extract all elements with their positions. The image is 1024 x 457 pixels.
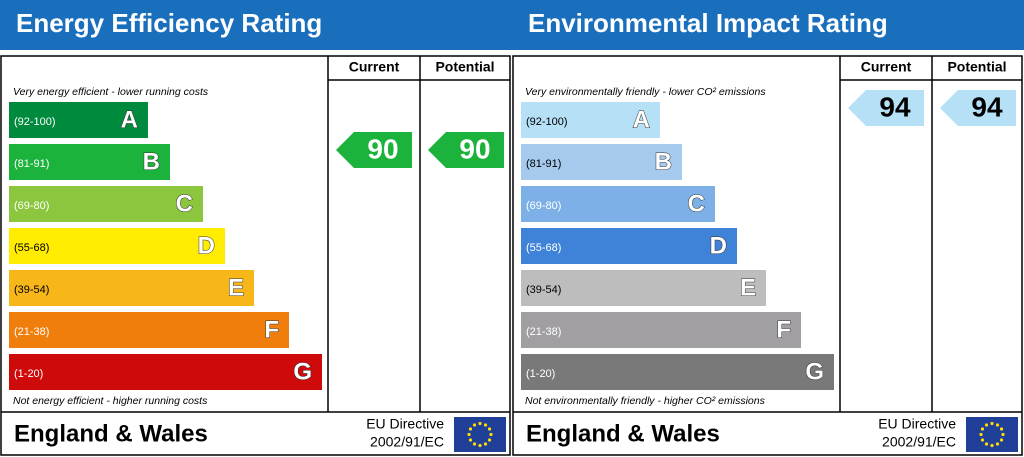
band-range: (69-80): [14, 200, 49, 212]
eu-star: [487, 427, 492, 431]
panel-title: Energy Efficiency Rating: [16, 8, 322, 38]
rating-band: [9, 354, 322, 390]
band-range: (69-80): [526, 200, 561, 212]
footer-directive: EU Directive: [878, 416, 956, 432]
band-letter: G: [293, 358, 312, 385]
header-bar: [0, 0, 512, 50]
band-letter: B: [143, 148, 160, 175]
bottom-note: Not environmentally friendly - higher CO…: [525, 395, 766, 407]
band-letter: E: [228, 274, 244, 301]
band-range: (81-91): [14, 158, 49, 170]
band-letter: A: [121, 106, 138, 133]
eu-star: [478, 421, 482, 426]
rating-arrow: [940, 90, 1016, 126]
eu-star: [984, 423, 989, 427]
band-range: (55-68): [526, 242, 561, 254]
eu-star: [980, 438, 985, 442]
column-header: Current: [349, 59, 400, 75]
band-range: (92-100): [526, 116, 568, 128]
band-letter: F: [264, 316, 279, 343]
band-letter: D: [198, 232, 215, 259]
footer-directive: EU Directive: [366, 416, 444, 432]
column-header: Current: [861, 59, 912, 75]
rating-band: [521, 354, 834, 390]
band-letter: D: [710, 232, 727, 259]
footer-region: England & Wales: [14, 420, 208, 447]
band-range: (92-100): [14, 116, 56, 128]
eu-star: [980, 427, 985, 431]
eu-star: [995, 423, 1000, 427]
eu-star: [478, 443, 482, 448]
top-note: Very environmentally friendly - lower CO…: [525, 86, 766, 98]
rating-band: [521, 312, 801, 348]
rating-value: 90: [459, 133, 490, 164]
footer-region: England & Wales: [526, 420, 720, 447]
rating-value: 90: [367, 133, 398, 164]
rating-band: [521, 228, 737, 264]
rating-band: [9, 186, 203, 222]
rating-band: [521, 270, 766, 306]
rating-arrow: [848, 90, 924, 126]
eu-star: [990, 443, 994, 448]
rating-value: 94: [971, 91, 1003, 122]
eu-star: [483, 442, 488, 446]
band-range: (1-20): [14, 368, 43, 380]
panel-title: Environmental Impact Rating: [528, 8, 888, 38]
band-letter: C: [176, 190, 193, 217]
rating-band: [521, 144, 682, 180]
rating-value: 94: [879, 91, 911, 122]
band-letter: C: [688, 190, 705, 217]
eu-star: [979, 432, 983, 437]
band-range: (1-20): [526, 368, 555, 380]
eu-star: [468, 427, 473, 431]
eu-star: [472, 442, 477, 446]
rating-band: [521, 186, 715, 222]
rating-band: [521, 102, 660, 138]
bottom-note: Not energy efficient - higher running co…: [13, 395, 208, 407]
band-letter: B: [655, 148, 672, 175]
footer-directive: 2002/91/EC: [882, 434, 956, 450]
rating-band: [9, 144, 170, 180]
band-range: (55-68): [14, 242, 49, 254]
rating-band: [9, 228, 225, 264]
header-bar: [512, 0, 1024, 50]
band-letter: E: [740, 274, 756, 301]
footer-directive: 2002/91/EC: [370, 434, 444, 450]
eu-star: [468, 438, 473, 442]
eu-star: [472, 423, 477, 427]
band-range: (21-38): [526, 326, 561, 338]
band-range: (39-54): [526, 284, 561, 296]
eu-star: [483, 423, 488, 427]
band-letter: F: [776, 316, 791, 343]
rating-band: [9, 102, 148, 138]
eu-star: [999, 438, 1004, 442]
eu-star: [990, 421, 994, 426]
column-header: Potential: [435, 59, 494, 75]
eu-star: [487, 438, 492, 442]
eu-star: [1001, 432, 1005, 437]
band-letter: G: [805, 358, 824, 385]
eu-star: [984, 442, 989, 446]
band-range: (39-54): [14, 284, 49, 296]
eu-star: [999, 427, 1004, 431]
eu-star: [467, 432, 471, 437]
rating-arrow: [336, 132, 412, 168]
rating-arrow: [428, 132, 504, 168]
band-range: (81-91): [526, 158, 561, 170]
top-note: Very energy efficient - lower running co…: [13, 86, 209, 98]
band-letter: A: [633, 106, 650, 133]
eu-star: [995, 442, 1000, 446]
rating-band: [9, 270, 254, 306]
band-range: (21-38): [14, 326, 49, 338]
eu-star: [489, 432, 493, 437]
rating-band: [9, 312, 289, 348]
column-header: Potential: [947, 59, 1006, 75]
